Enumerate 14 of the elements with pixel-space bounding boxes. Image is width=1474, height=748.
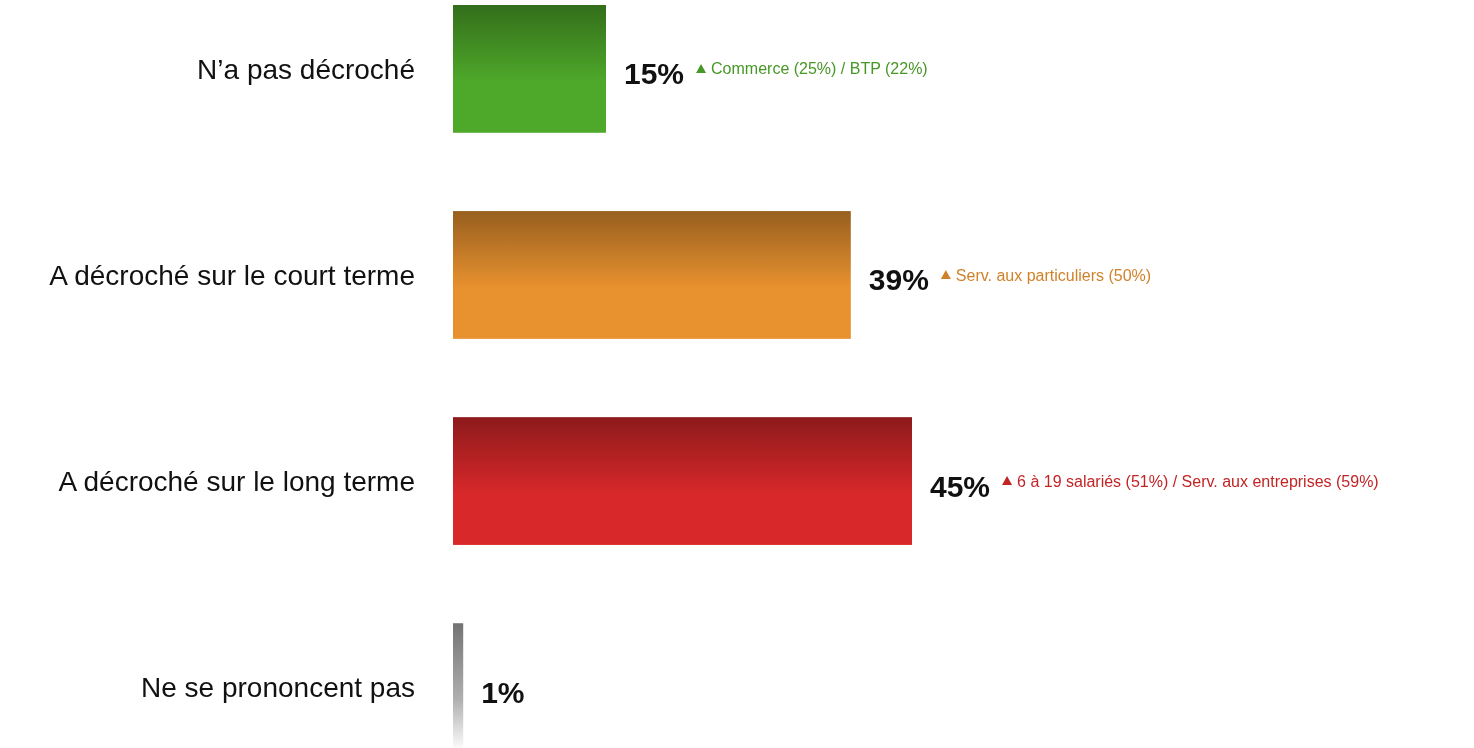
data-label: 39%	[868, 263, 929, 297]
bar	[453, 5, 606, 133]
y-tick-label: N’a pas décroché	[197, 53, 415, 85]
annotation: Commerce (25%) / BTP (22%)	[711, 60, 928, 78]
data-label: 1%	[481, 675, 525, 709]
y-tick-label: A décroché sur le court terme	[49, 259, 415, 291]
bar	[453, 211, 851, 339]
data-label: 45%	[930, 469, 991, 503]
text: 6 à 19 salariés (51%) / Serv. aux entreprises (59%)	[1017, 472, 1379, 490]
text: Serv. aux particuliers (50%)	[955, 266, 1152, 284]
y-tick-label: A décroché sur le long terme	[58, 465, 415, 497]
bar	[453, 417, 912, 545]
y-tick-label: Ne se prononcent pas	[141, 671, 415, 703]
data-label: 15%	[624, 57, 685, 91]
